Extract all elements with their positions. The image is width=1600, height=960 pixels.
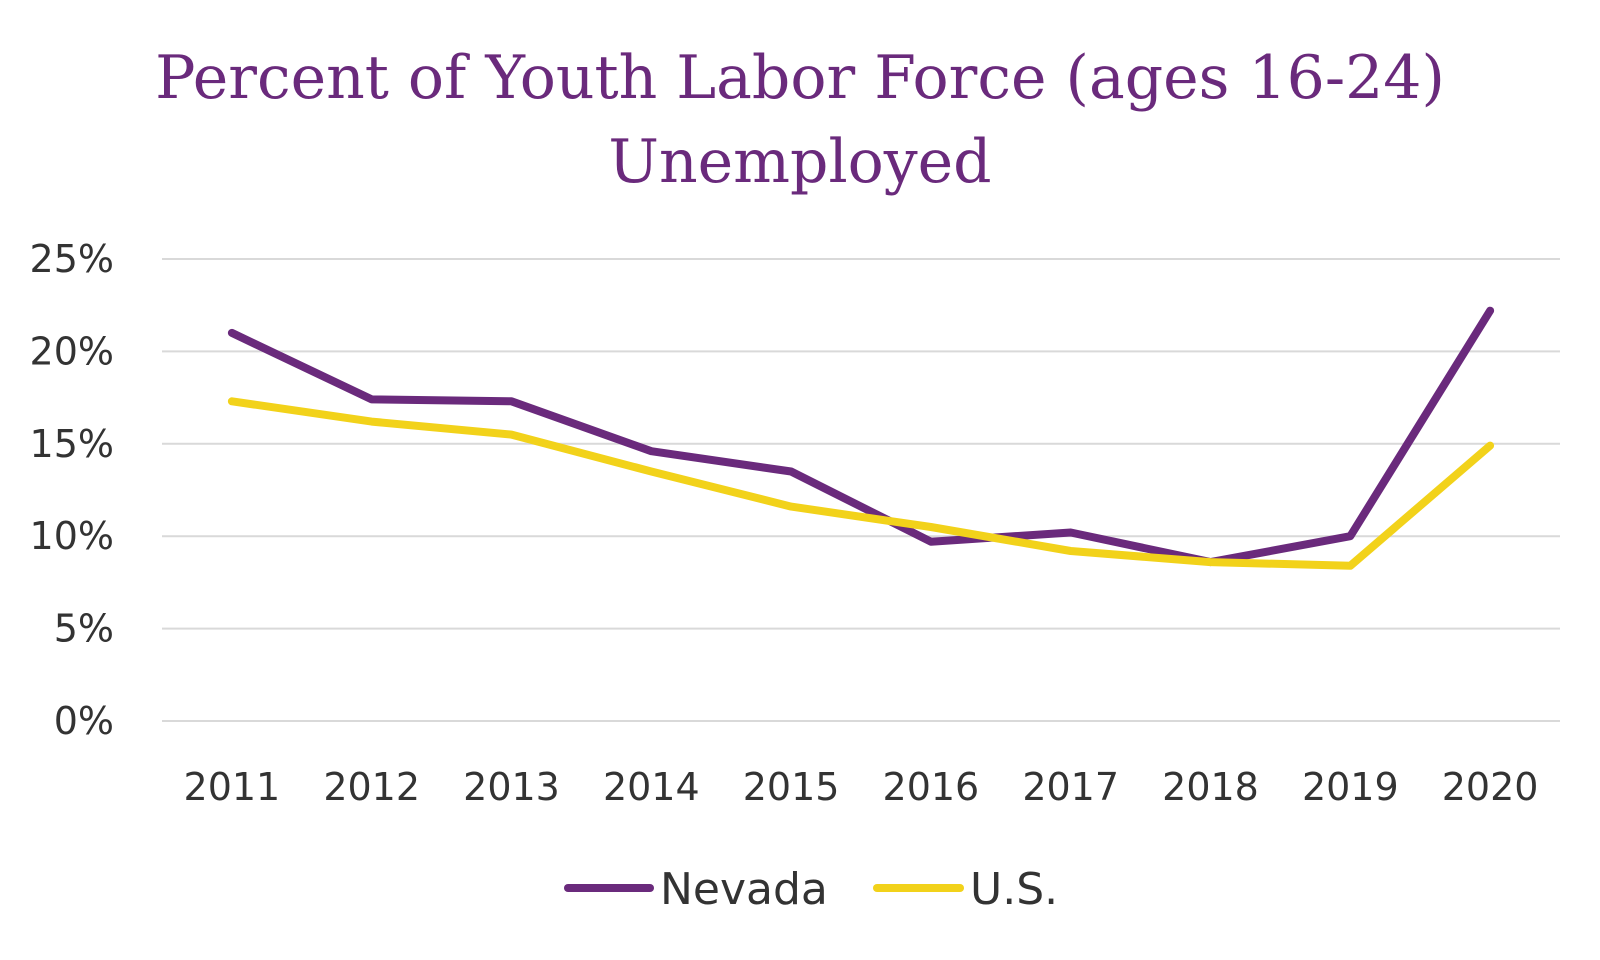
x-tick-label: 2011	[184, 765, 281, 809]
x-tick-label: 2018	[1162, 765, 1259, 809]
series-line-u-s	[227, 397, 1495, 570]
x-tick-label: 2012	[323, 765, 420, 809]
x-tick-label: 2015	[743, 765, 840, 809]
x-tick-label: 2013	[463, 765, 560, 809]
legend-label: U.S.	[970, 864, 1058, 915]
series-lines	[227, 306, 1495, 570]
gridlines	[162, 258, 1560, 722]
x-tick-label: 2016	[883, 765, 980, 809]
x-tick-label: 2020	[1442, 765, 1539, 809]
legend: Nevada U.S.	[564, 864, 1058, 915]
x-tick-label: 2014	[603, 765, 700, 809]
chart-title-line-2: Unemployed	[608, 127, 992, 197]
chart-title: Percent of Youth Labor Force (ages 16-24…	[0, 36, 1600, 204]
x-tick-label: 2017	[1022, 765, 1119, 809]
y-tick-label: 20%	[30, 329, 114, 373]
x-axis-tick-labels: 2011 2012 2013 2014 2015 2016 2017 2018 2019 2020	[184, 765, 1539, 809]
y-axis-tick-labels: 0% 5% 10% 15% 20% 25%	[30, 237, 114, 743]
series-line-nevada	[227, 306, 1495, 567]
y-tick-label: 25%	[30, 237, 114, 281]
chart-title-line-1: Percent of Youth Labor Force (ages 16-24…	[155, 43, 1445, 113]
y-tick-label: 5%	[54, 607, 114, 651]
y-tick-label: 0%	[54, 699, 114, 743]
legend-label: Nevada	[660, 864, 828, 915]
y-tick-label: 10%	[30, 514, 114, 558]
y-tick-label: 15%	[30, 422, 114, 466]
x-tick-label: 2019	[1302, 765, 1399, 809]
